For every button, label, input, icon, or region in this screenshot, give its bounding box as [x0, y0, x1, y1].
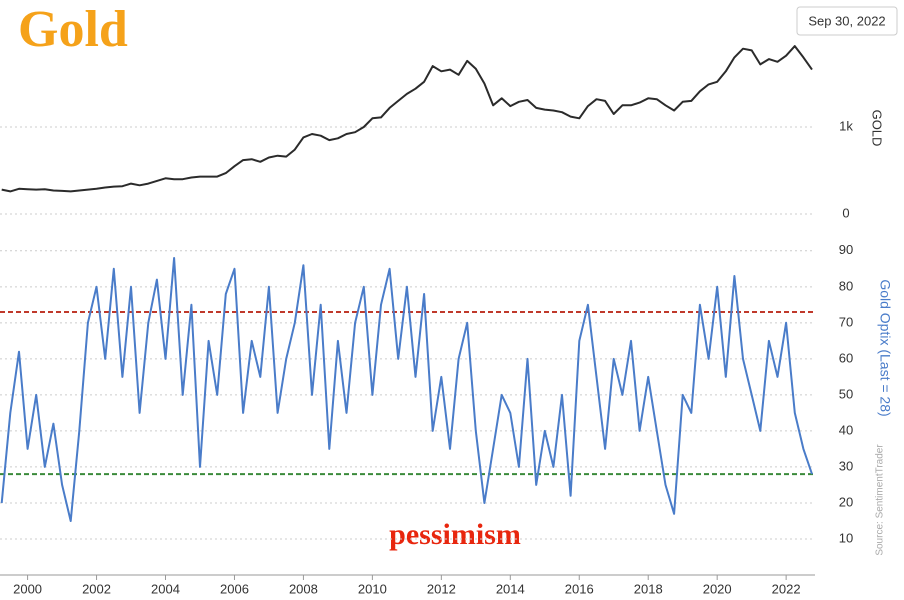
x-tick-label: 2002: [82, 581, 111, 596]
y-tick-label: 70: [839, 314, 853, 329]
date-box: [796, 6, 898, 36]
y-tick-label: 80: [839, 278, 853, 293]
x-tick-label: 2008: [289, 581, 318, 596]
x-tick-label: 2000: [13, 581, 42, 596]
x-tick-label: 2010: [358, 581, 387, 596]
x-tick-label: 2006: [220, 581, 249, 596]
date-label: Sep 30, 2022: [808, 13, 885, 28]
y-tick-label: 60: [839, 350, 853, 365]
y-tick-label: 20: [839, 494, 853, 509]
x-tick-label: 2022: [772, 581, 801, 596]
y-tick-label: 0: [842, 205, 849, 220]
x-tick-label: 2014: [496, 581, 525, 596]
y-tick-label: 10: [839, 530, 853, 545]
chart-title: Gold: [18, 1, 128, 58]
data-line: [1, 45, 813, 193]
y-tick-label: 40: [839, 422, 853, 437]
source: Source: SentimentTrader: [875, 444, 886, 556]
x-tick-label: 2004: [151, 581, 180, 596]
x-tick-label: 2018: [634, 581, 663, 596]
y-axis-label: Gold Optix (Last = 28): [877, 279, 893, 416]
x-tick-label: 2020: [703, 581, 732, 596]
y-tick-label: 30: [839, 458, 853, 473]
y-tick-label: 90: [839, 242, 853, 257]
x-tick-label: 2016: [565, 581, 594, 596]
x-tick-label: 2012: [427, 581, 456, 596]
y-axis-label: GOLD: [870, 110, 885, 147]
y-tick-label: 1k: [839, 118, 853, 133]
data-line: [0, 257, 813, 522]
annotation: pessimism: [389, 518, 521, 551]
y-tick-label: 50: [839, 386, 853, 401]
